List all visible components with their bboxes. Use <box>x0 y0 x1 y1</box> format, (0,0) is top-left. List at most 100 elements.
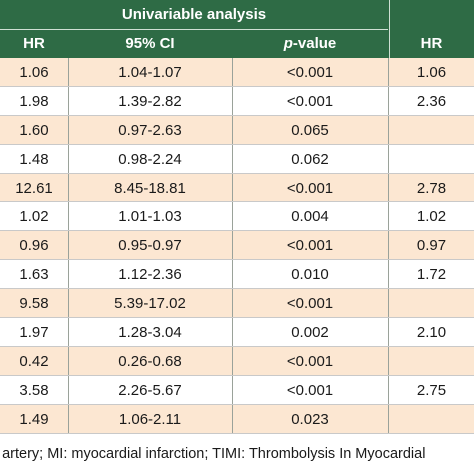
cell-p: 0.004 <box>291 208 329 226</box>
cell-hr2: 1.72 <box>416 266 447 284</box>
cell-hr2: 1.06 <box>416 63 447 81</box>
column-divider <box>388 289 389 319</box>
cell-hr: 0.96 <box>19 237 49 255</box>
column-divider <box>68 86 69 116</box>
cell-ci: 0.95-0.97 <box>118 237 182 255</box>
cell-ci: 1.28-3.04 <box>118 323 182 341</box>
row-separator <box>0 317 474 319</box>
column-divider <box>232 318 233 347</box>
cell-ci: 1.39-2.82 <box>118 92 182 110</box>
column-divider <box>388 404 389 434</box>
cell-hr2: 2.10 <box>416 323 447 341</box>
column-divider <box>232 144 233 174</box>
row-separator <box>0 201 474 203</box>
cell-hr: 1.63 <box>19 266 49 284</box>
column-divider <box>232 173 233 203</box>
cell-p: 0.010 <box>291 266 329 284</box>
column-divider <box>68 318 69 347</box>
cell-p: <0.001 <box>286 63 334 81</box>
pvalue-italic-p: p <box>283 35 293 52</box>
column-divider <box>388 202 389 232</box>
cell-hr: 1.49 <box>19 410 49 428</box>
column-divider <box>388 115 389 145</box>
cell-p: <0.001 <box>286 92 334 110</box>
col-header-hr: HR <box>23 35 45 52</box>
cell-hr2: 2.78 <box>416 179 447 197</box>
cell-hr2: 2.75 <box>416 381 447 399</box>
column-divider <box>68 202 69 232</box>
row-separator <box>0 114 474 116</box>
column-divider <box>232 404 233 434</box>
table-row: 1.98 1.39-2.82 <0.001 2.36 <box>0 86 474 116</box>
footnote-text: ry artery; MI: myocardial infarction; TI… <box>0 446 426 462</box>
table-body: 1.06 1.04-1.07 <0.001 1.06 1.98 1.39-2.82 <0.0… <box>0 58 474 434</box>
cell-hr: 1.02 <box>19 208 49 226</box>
table-row: 9.58 5.39-17.02 <0.001 <box>0 289 474 319</box>
column-divider <box>388 86 389 116</box>
table-row: 1.48 0.98-2.24 0.062 <box>0 144 474 174</box>
column-divider <box>232 115 233 145</box>
cell-ci: 1.12-2.36 <box>118 266 182 284</box>
col-header-hr-multivariable: HR <box>420 35 443 52</box>
column-divider <box>388 346 389 376</box>
cell-hr: 1.48 <box>19 150 49 168</box>
column-divider <box>388 260 389 290</box>
cell-ci: 1.06-2.11 <box>118 410 182 428</box>
column-divider <box>68 173 69 203</box>
row-separator <box>0 288 474 290</box>
column-divider <box>68 144 69 174</box>
column-divider <box>388 318 389 347</box>
table-row: 1.49 1.06-2.11 0.023 <box>0 404 474 434</box>
cell-hr2: 0.97 <box>416 237 447 255</box>
cell-ci: 1.04-1.07 <box>118 63 182 81</box>
cell-hr: 1.98 <box>19 92 49 110</box>
column-divider <box>68 375 69 405</box>
row-separator <box>0 143 474 145</box>
cell-p: <0.001 <box>286 295 334 313</box>
cell-hr: 3.58 <box>19 381 49 399</box>
column-divider <box>68 346 69 376</box>
row-separator <box>0 230 474 232</box>
cell-hr: 1.97 <box>19 323 49 341</box>
cell-hr: 1.06 <box>19 63 49 81</box>
group-title: Univariable analysis <box>121 6 267 23</box>
column-divider <box>388 375 389 405</box>
cell-ci: 1.01-1.03 <box>118 208 182 226</box>
cell-ci: 0.98-2.24 <box>118 150 182 168</box>
cell-hr2 <box>389 145 474 174</box>
table-row: 1.06 1.04-1.07 <0.001 1.06 <box>0 58 474 87</box>
table-row: 0.42 0.26-0.68 <0.001 <box>0 346 474 376</box>
column-divider <box>232 375 233 405</box>
cell-p: <0.001 <box>286 179 334 197</box>
cell-hr2: 1.02 <box>416 208 447 226</box>
table-footnote: ry artery; MI: myocardial infarction; TI… <box>0 434 474 474</box>
column-divider <box>232 202 233 232</box>
row-separator <box>0 259 474 261</box>
table-row: 3.58 2.26-5.67 <0.001 2.75 <box>0 375 474 405</box>
column-divider <box>232 260 233 290</box>
column-divider <box>388 58 389 87</box>
table-header: Univariable analysis HR 95% CI p -value H… <box>0 0 474 58</box>
cell-hr: 0.42 <box>19 352 49 370</box>
cell-hr2: 2.36 <box>416 92 447 110</box>
row-separator <box>0 172 474 174</box>
cell-ci: 5.39-17.02 <box>114 295 186 313</box>
column-divider <box>68 260 69 290</box>
column-divider <box>232 346 233 376</box>
column-divider <box>232 58 233 87</box>
column-divider <box>68 231 69 261</box>
column-divider <box>232 86 233 116</box>
row-separator <box>0 85 474 87</box>
table-row: 1.63 1.12-2.36 0.010 1.72 <box>0 260 474 290</box>
cell-ci: 0.97-2.63 <box>118 121 182 139</box>
cell-hr2 <box>389 289 474 318</box>
table-row: 12.61 8.45-18.81 <0.001 2.78 <box>0 173 474 203</box>
column-divider <box>68 115 69 145</box>
cell-ci: 0.26-0.68 <box>118 352 182 370</box>
pvalue-suffix: -value <box>292 35 337 52</box>
table-row: 1.97 1.28-3.04 0.002 2.10 <box>0 318 474 347</box>
row-separator <box>0 345 474 347</box>
column-divider <box>232 231 233 261</box>
cell-p: <0.001 <box>286 237 334 255</box>
col-header-ci: 95% CI <box>125 35 175 52</box>
